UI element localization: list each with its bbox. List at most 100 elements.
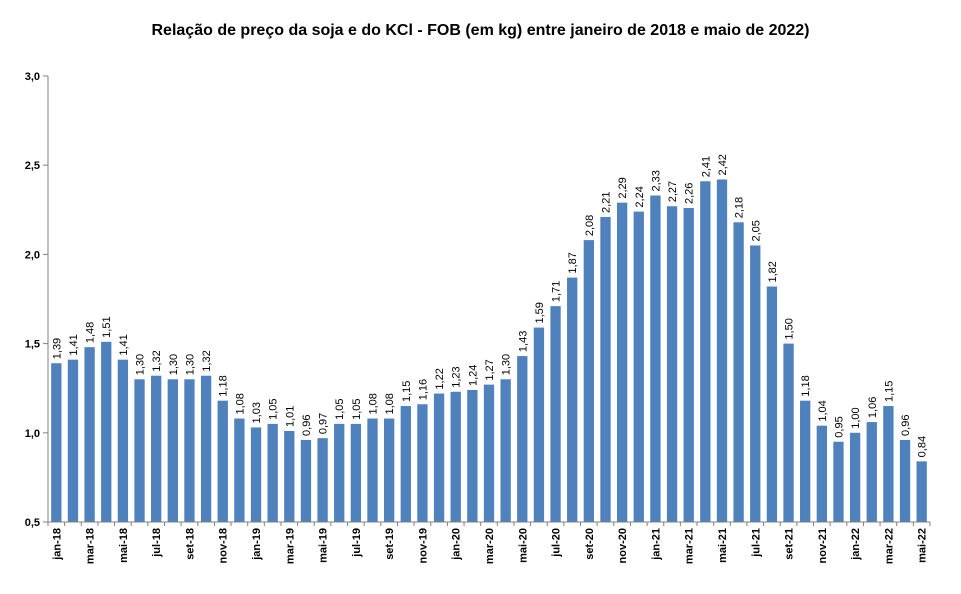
- bar: [517, 356, 528, 522]
- bar: [716, 179, 728, 523]
- bar: [284, 431, 295, 522]
- bar: [200, 375, 212, 522]
- data-label: 2,18: [734, 197, 746, 218]
- data-label: 2,21: [600, 192, 612, 213]
- data-label: 1,30: [135, 354, 147, 375]
- bar: [899, 439, 911, 522]
- bar: [849, 432, 861, 522]
- bar: [783, 343, 794, 522]
- x-tick-label: jul-19: [351, 528, 363, 558]
- data-label: 0,96: [900, 415, 912, 436]
- data-label: 1,15: [401, 381, 413, 402]
- data-label: 1,27: [484, 359, 496, 380]
- data-label: 2,08: [584, 215, 596, 236]
- data-label: 1,43: [517, 331, 529, 352]
- bar: [700, 181, 711, 523]
- bar: [916, 461, 927, 522]
- data-label: 2,26: [684, 183, 696, 204]
- chart-title: Relação de preço da soja e do KCl - FOB …: [151, 22, 810, 39]
- bar: [300, 439, 312, 522]
- data-label: 1,00: [850, 407, 862, 428]
- x-tick-label: jan-22: [850, 528, 862, 561]
- x-tick-label: jul-21: [750, 528, 762, 558]
- data-label: 2,27: [667, 181, 679, 202]
- bar: [250, 427, 262, 522]
- x-tick-label: mar-20: [484, 528, 496, 564]
- bar: [467, 389, 478, 522]
- data-label: 1,05: [351, 398, 363, 419]
- data-label: 1,05: [334, 398, 346, 419]
- x-tick-label: set-20: [584, 528, 596, 560]
- data-label: 1,04: [817, 400, 829, 421]
- bar: [866, 422, 877, 522]
- bar: [400, 406, 411, 522]
- x-tick-label: mai-22: [917, 528, 929, 563]
- data-label: 2,41: [700, 156, 712, 177]
- data-label: 2,33: [650, 170, 662, 191]
- bar: [367, 418, 378, 522]
- x-tick-label: jul-20: [551, 528, 563, 558]
- data-label: 1,18: [800, 375, 812, 396]
- bar: [67, 359, 79, 522]
- bar: [101, 341, 112, 522]
- x-tick-label: nov-19: [417, 528, 429, 563]
- x-tick-label: set-18: [184, 528, 196, 560]
- x-tick-label: mar-22: [883, 528, 895, 564]
- bars: [51, 179, 927, 523]
- data-label: 1,08: [368, 393, 380, 414]
- data-label: 0,97: [318, 413, 330, 434]
- data-label: 1,41: [68, 334, 80, 355]
- bar: [51, 363, 62, 522]
- x-tick-label: mai-21: [717, 528, 729, 563]
- x-axis: jan-18 mar-18 mai-18 jul-18 set-18 nov-18 jan-…: [47, 521, 931, 564]
- data-label: 2,29: [617, 177, 629, 198]
- bar: [84, 347, 95, 522]
- bar: [733, 222, 744, 522]
- data-labels: 1,39 1,41 1,48 1,51 1,41 1,30 1,32 1,30 1,30 1,32…: [51, 154, 928, 457]
- data-label: 1,32: [151, 350, 163, 371]
- bar: [433, 393, 445, 522]
- bar: [334, 423, 345, 522]
- bar: [666, 206, 678, 522]
- y-axis: 0,5 1,0 1,5 2,0 2,5 3,0: [25, 71, 49, 529]
- data-label: 1,30: [501, 354, 513, 375]
- data-label: 1,08: [384, 393, 396, 414]
- data-label: 1,08: [234, 393, 246, 414]
- x-tick-label: jan-20: [451, 528, 463, 561]
- data-label: 1,48: [85, 322, 97, 343]
- data-label: 2,24: [634, 186, 646, 207]
- bar: [750, 245, 761, 523]
- y-tick-label: 2,5: [25, 160, 40, 172]
- bar: [833, 441, 844, 522]
- data-label: 1,18: [218, 375, 230, 396]
- data-label: 1,87: [567, 252, 579, 273]
- x-tick-label: mar-18: [85, 528, 97, 564]
- x-tick-label: nov-21: [817, 528, 829, 563]
- x-tick-label: mar-19: [284, 528, 296, 564]
- y-tick-label: 1,5: [25, 339, 40, 351]
- bar: [383, 418, 395, 522]
- bar: [633, 211, 644, 523]
- bar: [450, 391, 461, 522]
- y-tick-label: 2,0: [25, 249, 40, 261]
- data-label: 2,05: [750, 220, 762, 241]
- y-tick-label: 0,5: [25, 517, 40, 529]
- bar: [134, 379, 145, 522]
- bar: [350, 423, 362, 522]
- x-tick-label: nov-20: [617, 528, 629, 563]
- bar: [816, 425, 827, 522]
- data-label: 1,15: [883, 381, 895, 402]
- data-label: 1,32: [201, 350, 213, 371]
- y-tick-label: 3,0: [25, 71, 40, 83]
- bar: [184, 379, 195, 522]
- x-tick-label: mai-19: [318, 528, 330, 563]
- data-label: 1,23: [451, 366, 463, 387]
- bar: [317, 438, 328, 522]
- x-tick-label: set-21: [784, 528, 796, 560]
- x-tick-label: mai-18: [118, 528, 130, 563]
- data-label: 1,59: [534, 302, 546, 323]
- data-label: 1,01: [284, 406, 296, 427]
- bar: [234, 418, 245, 522]
- data-label: 1,41: [118, 334, 130, 355]
